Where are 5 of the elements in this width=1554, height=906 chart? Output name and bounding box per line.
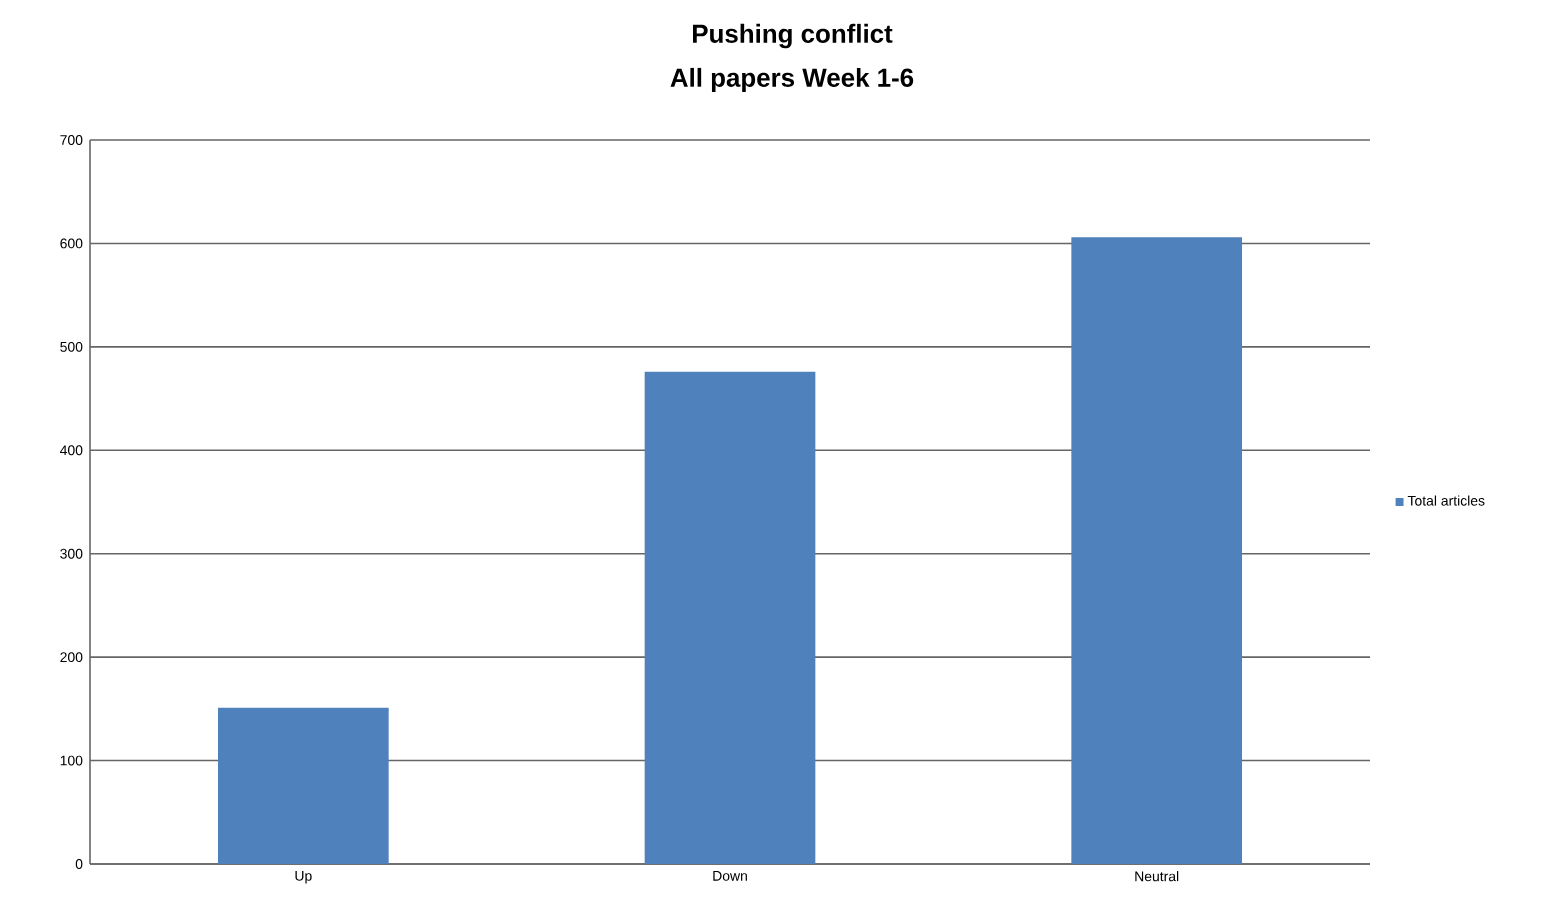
bar — [644, 371, 816, 864]
chart-subtitle: All papers Week 1-6 — [670, 67, 914, 93]
bar — [218, 707, 389, 864]
bar — [1071, 237, 1243, 864]
chart-title: Pushing conflict — [692, 23, 893, 49]
